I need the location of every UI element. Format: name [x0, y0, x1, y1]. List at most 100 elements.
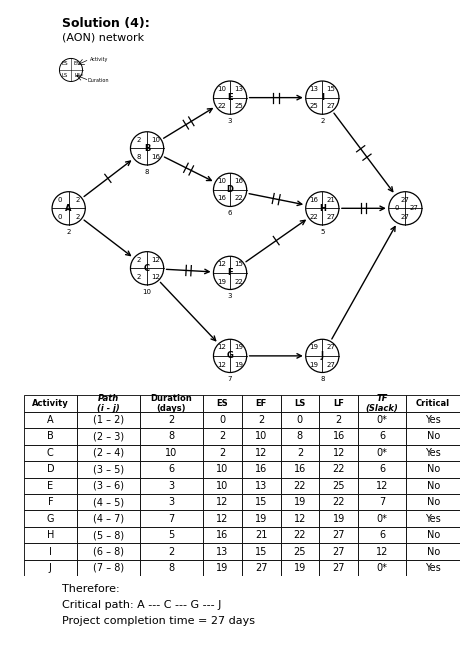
Bar [242, 527, 281, 543]
Text: 0: 0 [58, 214, 62, 220]
Text: C: C [144, 264, 150, 273]
Bar [281, 527, 319, 543]
Text: (6 – 8): (6 – 8) [93, 547, 124, 557]
Text: 0: 0 [219, 415, 226, 425]
Text: 3: 3 [228, 118, 232, 124]
Bar [281, 478, 319, 494]
Text: ES: ES [217, 399, 228, 408]
Text: 19: 19 [333, 514, 345, 524]
Text: A: A [65, 204, 72, 213]
Text: 0: 0 [297, 415, 303, 425]
Text: 10: 10 [255, 431, 267, 442]
Text: 10: 10 [216, 481, 228, 490]
Text: (5 – 8): (5 – 8) [93, 530, 124, 540]
Text: 21: 21 [327, 197, 336, 203]
Text: 2: 2 [136, 137, 141, 143]
Bar [281, 461, 319, 478]
Text: 10: 10 [217, 178, 226, 184]
Text: 2: 2 [136, 257, 141, 263]
Bar [281, 412, 319, 428]
Text: 2: 2 [336, 415, 342, 425]
Text: 0: 0 [394, 205, 399, 211]
Text: (7 – 8): (7 – 8) [93, 563, 124, 573]
Text: 2: 2 [258, 415, 264, 425]
Text: 2: 2 [320, 118, 325, 124]
Text: 19: 19 [294, 563, 306, 573]
Bar [281, 445, 319, 461]
Bar [77, 412, 140, 428]
Text: 10: 10 [165, 448, 178, 458]
Bar [319, 428, 358, 445]
Bar [407, 445, 460, 461]
Text: 10: 10 [216, 464, 228, 474]
Bar [242, 559, 281, 576]
Text: Duration: Duration [88, 78, 109, 83]
Text: 25: 25 [293, 547, 306, 557]
Bar [358, 494, 407, 511]
Text: 19: 19 [309, 344, 318, 350]
Text: 8: 8 [145, 169, 149, 175]
Text: 27: 27 [327, 362, 336, 368]
Text: 6: 6 [168, 464, 174, 474]
Circle shape [52, 192, 85, 225]
Text: G: G [227, 351, 234, 360]
Text: 19: 19 [217, 279, 226, 285]
Text: 22: 22 [217, 103, 226, 109]
Text: 5: 5 [168, 530, 174, 540]
Text: D: D [227, 186, 234, 194]
Bar [358, 412, 407, 428]
Text: 8: 8 [320, 376, 325, 382]
Bar [24, 527, 77, 543]
Bar [24, 511, 77, 527]
Bar [281, 559, 319, 576]
Text: Yes: Yes [425, 415, 441, 425]
Text: G: G [46, 514, 54, 524]
Text: 16: 16 [309, 197, 318, 203]
Bar [24, 559, 77, 576]
Text: 16: 16 [294, 464, 306, 474]
Text: (4 – 7): (4 – 7) [93, 514, 124, 524]
Bar [358, 461, 407, 478]
Text: 12: 12 [376, 481, 388, 490]
Text: 7: 7 [168, 514, 174, 524]
Bar [407, 428, 460, 445]
Text: 16: 16 [333, 431, 345, 442]
Text: Critical: Critical [416, 399, 450, 408]
Circle shape [213, 174, 246, 206]
Text: H: H [319, 204, 326, 213]
Bar [281, 395, 319, 412]
Text: 21: 21 [255, 530, 267, 540]
Text: H: H [46, 530, 54, 540]
Text: 13: 13 [255, 481, 267, 490]
Text: F: F [227, 269, 233, 277]
Circle shape [306, 192, 339, 225]
Bar [242, 395, 281, 412]
Text: Activity: Activity [32, 399, 69, 408]
Text: 6: 6 [379, 530, 385, 540]
Bar [140, 395, 203, 412]
Circle shape [306, 339, 339, 373]
Bar [242, 445, 281, 461]
Text: 16: 16 [151, 154, 160, 160]
Bar [24, 428, 77, 445]
Bar [242, 478, 281, 494]
Text: 0: 0 [58, 197, 62, 203]
Circle shape [130, 252, 164, 285]
Bar [319, 543, 358, 559]
Text: Yes: Yes [425, 514, 441, 524]
Circle shape [213, 256, 246, 289]
Bar [358, 428, 407, 445]
Bar [77, 445, 140, 461]
Bar [242, 412, 281, 428]
Text: 6: 6 [379, 464, 385, 474]
Text: 15: 15 [255, 497, 267, 507]
Bar [358, 478, 407, 494]
Bar [203, 494, 242, 511]
Bar [77, 478, 140, 494]
Text: 19: 19 [216, 563, 228, 573]
Bar [407, 543, 460, 559]
Text: 12: 12 [151, 274, 160, 280]
Text: TF
(Slack): TF (Slack) [366, 394, 399, 413]
Text: 5: 5 [320, 228, 325, 234]
Text: 27: 27 [332, 563, 345, 573]
